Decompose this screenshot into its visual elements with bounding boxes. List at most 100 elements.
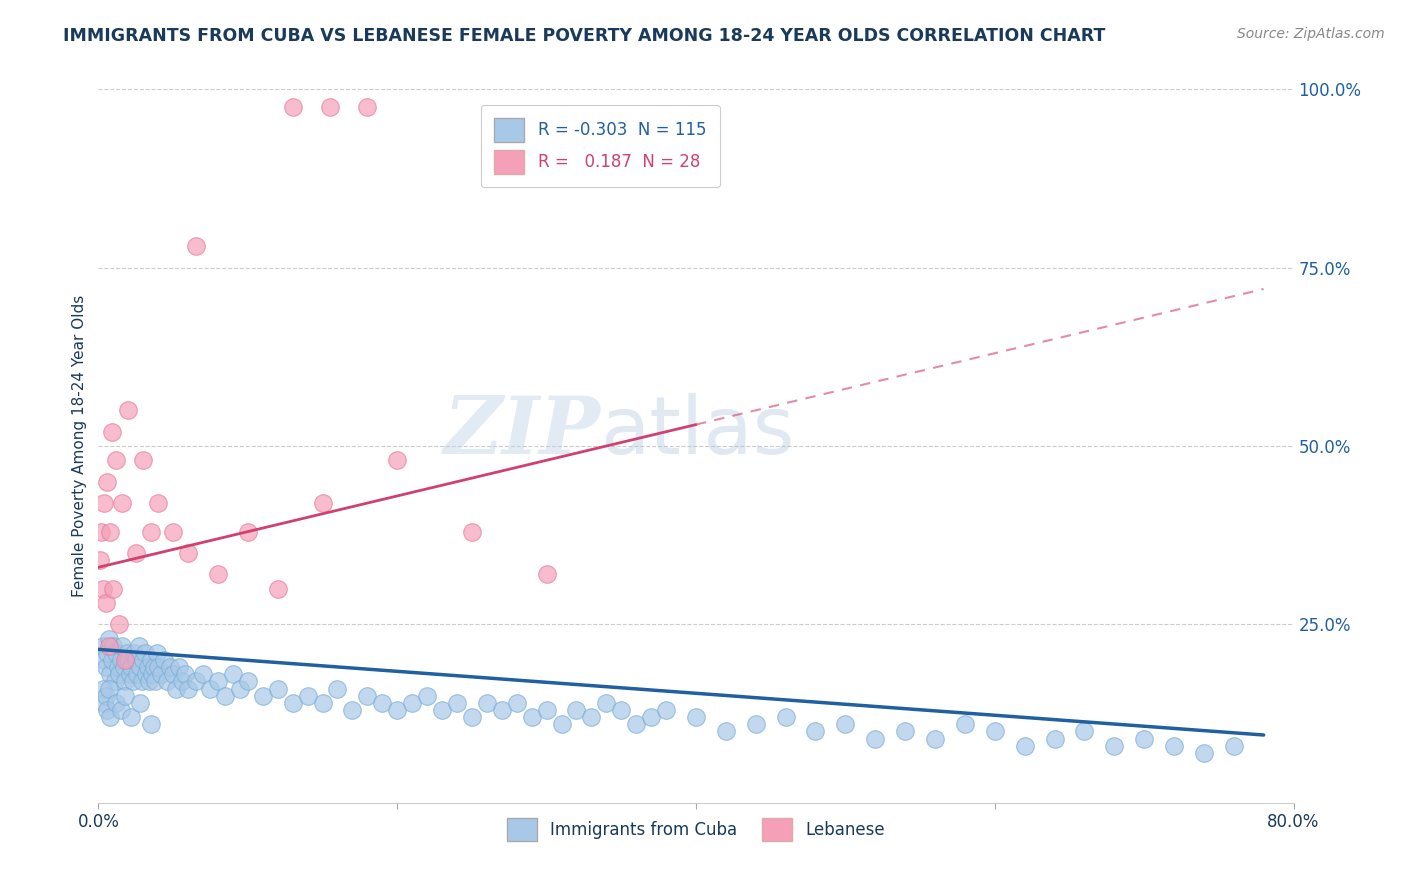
Point [207, 674, 229, 689]
Point [131, 674, 153, 689]
Point [461, 710, 484, 724]
Point [105, 646, 128, 660]
Point [461, 524, 484, 539]
Point [111, 639, 134, 653]
Point [136, 660, 159, 674]
Point [138, 674, 160, 689]
Point [775, 710, 797, 724]
Point [207, 567, 229, 582]
Point [94, 596, 117, 610]
Point [104, 674, 127, 689]
Point [297, 689, 319, 703]
Point [655, 703, 678, 717]
Point [626, 717, 648, 731]
Point [319, 100, 342, 114]
Point [984, 724, 1007, 739]
Point [610, 703, 633, 717]
Point [1133, 731, 1156, 746]
Point [953, 717, 976, 731]
Point [267, 582, 290, 596]
Point [129, 696, 152, 710]
Point [685, 710, 707, 724]
Point [865, 731, 887, 746]
Point [416, 689, 439, 703]
Point [214, 689, 236, 703]
Point [91, 582, 114, 596]
Point [162, 524, 184, 539]
Point [177, 681, 200, 696]
Point [91, 639, 114, 653]
Point [1073, 724, 1095, 739]
Point [94, 689, 117, 703]
Point [401, 696, 423, 710]
Point [342, 703, 364, 717]
Point [165, 681, 187, 696]
Point [125, 653, 148, 667]
Point [117, 653, 139, 667]
Point [150, 667, 173, 681]
Point [143, 674, 166, 689]
Point [103, 582, 125, 596]
Point [174, 667, 197, 681]
Point [139, 717, 162, 731]
Point [894, 724, 917, 739]
Point [267, 681, 290, 696]
Point [1223, 739, 1246, 753]
Point [101, 653, 124, 667]
Text: IMMIGRANTS FROM CUBA VS LEBANESE FEMALE POVERTY AMONG 18-24 YEAR OLDS CORRELATIO: IMMIGRANTS FROM CUBA VS LEBANESE FEMALE … [63, 27, 1105, 45]
Point [159, 660, 181, 674]
Text: atlas: atlas [600, 392, 794, 471]
Point [94, 660, 117, 674]
Point [120, 710, 142, 724]
Point [93, 653, 115, 667]
Point [581, 710, 603, 724]
Point [236, 524, 259, 539]
Point [1014, 739, 1036, 753]
Point [520, 710, 543, 724]
Point [112, 660, 135, 674]
Point [98, 667, 122, 681]
Point [139, 653, 162, 667]
Point [105, 453, 128, 467]
Point [506, 696, 529, 710]
Point [141, 667, 163, 681]
Point [281, 696, 304, 710]
Point [111, 496, 134, 510]
Point [446, 696, 468, 710]
Point [565, 703, 588, 717]
Point [132, 453, 155, 467]
Text: Source: ZipAtlas.com: Source: ZipAtlas.com [1237, 27, 1385, 41]
Point [120, 660, 142, 674]
Point [97, 632, 120, 646]
Point [1043, 731, 1066, 746]
Point [93, 696, 115, 710]
Point [1104, 739, 1126, 753]
Point [142, 660, 165, 674]
Point [134, 646, 156, 660]
Point [148, 496, 170, 510]
Point [834, 717, 856, 731]
Point [118, 667, 141, 681]
Point [536, 703, 558, 717]
Point [115, 646, 138, 660]
Point [177, 546, 200, 560]
Y-axis label: Female Poverty Among 18-24 Year Olds: Female Poverty Among 18-24 Year Olds [72, 295, 87, 597]
Point [236, 674, 259, 689]
Point [640, 710, 662, 724]
Point [229, 681, 252, 696]
Point [107, 660, 129, 674]
Point [145, 646, 167, 660]
Point [110, 653, 132, 667]
Point [184, 239, 207, 253]
Point [184, 674, 207, 689]
Point [89, 553, 111, 567]
Point [745, 717, 768, 731]
Point [97, 639, 120, 653]
Point [311, 696, 333, 710]
Point [96, 646, 118, 660]
Point [167, 660, 190, 674]
Point [326, 681, 349, 696]
Point [117, 403, 139, 417]
Point [356, 689, 378, 703]
Point [135, 667, 157, 681]
